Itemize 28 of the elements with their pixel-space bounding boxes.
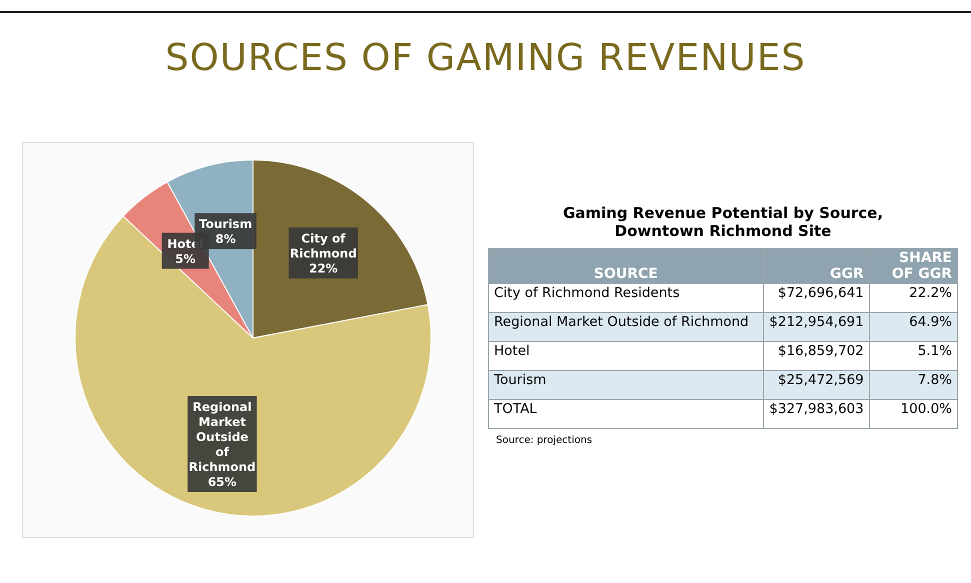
data-label: 22% — [308, 261, 338, 276]
data-label: $16,859,702 — [763, 342, 870, 370]
data-label: $72,696,641 — [763, 284, 870, 312]
category-label: TOTAL — [488, 400, 764, 428]
chart-title: SOURCES OF GAMING REVENUES — [164, 36, 807, 79]
data-label: 7.8% — [869, 370, 958, 400]
data-label: 5.1% — [869, 342, 958, 370]
data-label: 65% — [208, 474, 237, 489]
data-label: $212,954,691 — [763, 312, 870, 342]
source-note: Source: projections — [496, 435, 594, 446]
category-label: Hotel — [488, 342, 764, 370]
data-label: $327,983,603 — [763, 400, 870, 428]
category-label: City of Richmond Residents — [488, 284, 764, 312]
text: SOURCE — [488, 248, 764, 284]
slice-label: Regional Market Outside of Richmond — [188, 400, 256, 474]
data-label: 100.0% — [869, 400, 958, 428]
data-label: 64.9% — [869, 312, 958, 342]
data-label: 22.2% — [869, 284, 958, 312]
category-label: Regional Market Outside of Richmond — [488, 312, 764, 342]
slice-label: City of Richmond — [290, 231, 357, 260]
series-label: GGR — [763, 248, 870, 284]
text: Gaming Revenue Potential by Source, Downtown Richmond Site — [562, 204, 884, 240]
data-label: $25,472,569 — [763, 370, 870, 400]
data-label: 8% — [215, 232, 236, 246]
category-label: Tourism — [488, 370, 764, 400]
series-label: SHARE OF GGR — [869, 248, 958, 284]
data-label: 5% — [175, 252, 196, 266]
slice-label: Tourism — [199, 217, 252, 232]
